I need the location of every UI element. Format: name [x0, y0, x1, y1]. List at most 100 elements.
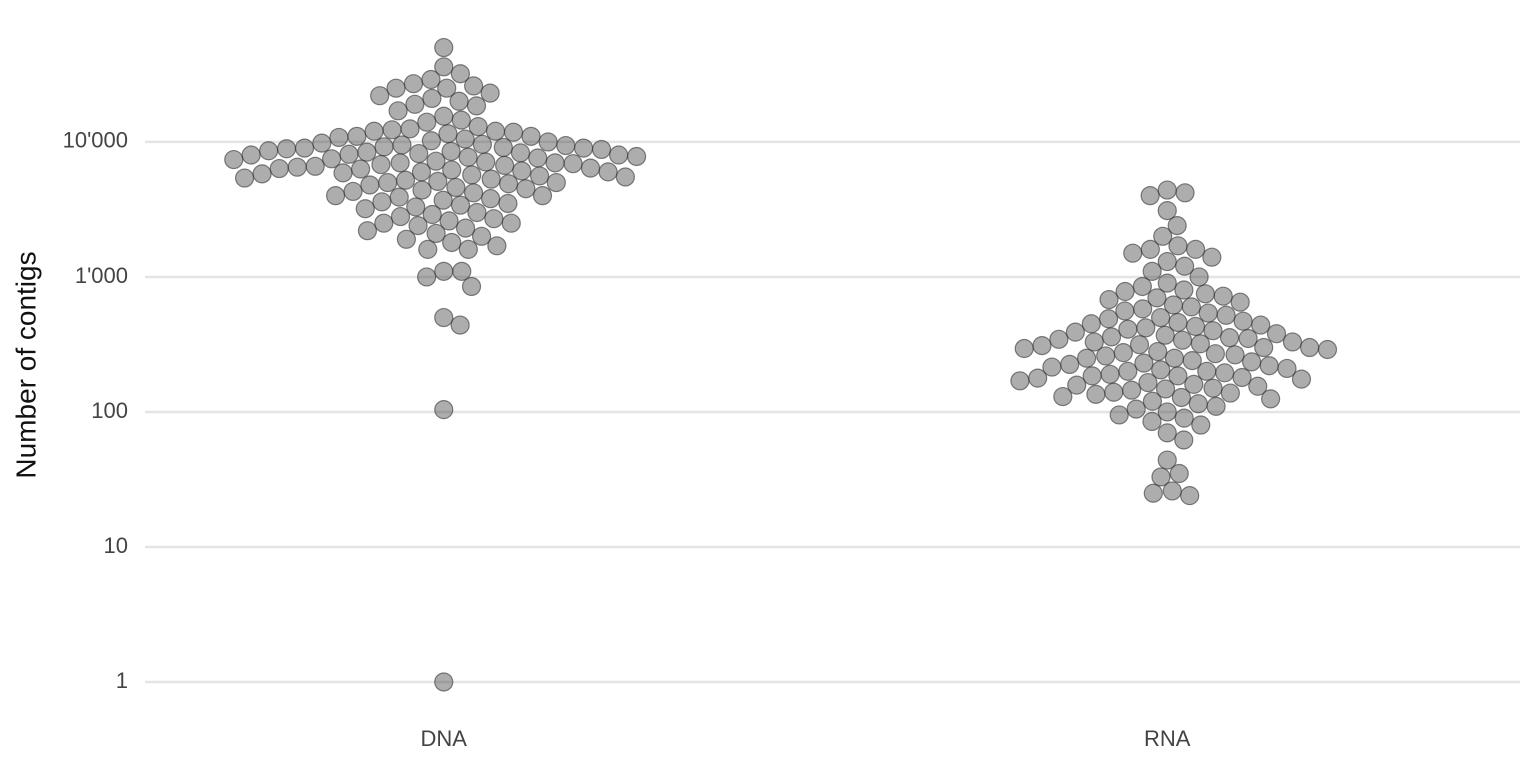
- point: [1109, 405, 1129, 425]
- point: [1242, 352, 1262, 372]
- point: [480, 83, 500, 103]
- point: [609, 145, 629, 165]
- point: [1219, 328, 1240, 348]
- point: [409, 143, 429, 164]
- point: [396, 229, 416, 249]
- point: [224, 149, 244, 170]
- point: [516, 179, 536, 199]
- point: [1172, 330, 1193, 350]
- point: [364, 121, 384, 141]
- point: [1123, 243, 1143, 263]
- point: [1151, 307, 1171, 328]
- point: [1148, 341, 1168, 362]
- point: [339, 144, 359, 164]
- point: [252, 164, 272, 184]
- point: [1195, 284, 1215, 304]
- point: [241, 145, 261, 165]
- y-axis-title: Number of contigs: [10, 251, 41, 478]
- point: [428, 171, 448, 192]
- point: [1076, 348, 1097, 368]
- point: [1032, 336, 1052, 356]
- point: [1205, 344, 1225, 364]
- point: [1171, 387, 1192, 408]
- point: [1213, 286, 1233, 306]
- point: [370, 86, 390, 106]
- point: [580, 158, 601, 178]
- point: [418, 239, 438, 259]
- point: [1010, 371, 1030, 391]
- x-tick-label: RNA: [1144, 726, 1191, 751]
- point: [1174, 408, 1194, 428]
- point: [1118, 319, 1138, 339]
- point: [1142, 261, 1162, 281]
- point: [1086, 384, 1106, 404]
- point: [433, 190, 453, 210]
- point: [495, 155, 515, 176]
- point: [234, 168, 255, 188]
- point: [442, 232, 462, 253]
- point: [591, 139, 612, 160]
- point: [1126, 399, 1146, 419]
- point: [1115, 301, 1135, 321]
- point: [1118, 361, 1138, 381]
- point: [412, 180, 432, 200]
- point: [1251, 315, 1271, 335]
- point: [1113, 343, 1133, 363]
- point: [378, 172, 398, 193]
- point: [1248, 376, 1268, 396]
- point: [461, 276, 482, 297]
- point: [1142, 391, 1163, 411]
- point: [532, 186, 553, 206]
- point: [1157, 273, 1177, 293]
- point: [389, 187, 409, 207]
- point: [462, 165, 482, 185]
- point: [360, 175, 380, 195]
- point: [386, 78, 406, 98]
- point: [464, 76, 484, 96]
- point: [1014, 338, 1034, 359]
- point: [1115, 281, 1135, 302]
- point: [372, 192, 392, 212]
- point: [1203, 321, 1223, 341]
- point: [503, 122, 524, 142]
- point: [1277, 358, 1297, 379]
- point: [434, 37, 454, 58]
- point: [449, 91, 469, 111]
- point: [1101, 327, 1122, 347]
- point: [395, 170, 416, 190]
- point: [1157, 200, 1177, 221]
- point: [484, 209, 504, 229]
- point: [472, 134, 492, 154]
- point: [1162, 481, 1182, 501]
- point: [466, 96, 487, 116]
- point: [1142, 411, 1162, 432]
- point: [417, 112, 437, 132]
- point: [1300, 337, 1320, 358]
- point: [463, 183, 484, 203]
- point: [357, 221, 378, 241]
- point: [408, 216, 428, 236]
- point: [343, 181, 363, 202]
- y-tick-label: 10'000: [63, 128, 128, 153]
- point: [329, 127, 349, 148]
- point: [1168, 366, 1188, 386]
- point: [1157, 450, 1177, 470]
- point: [357, 142, 377, 162]
- point: [434, 261, 454, 281]
- point: [374, 137, 394, 157]
- point: [1230, 292, 1250, 312]
- point: [451, 110, 471, 130]
- point: [355, 199, 375, 219]
- point: [1098, 309, 1119, 329]
- point: [417, 267, 437, 287]
- point: [1143, 483, 1163, 503]
- y-tick-label: 1'000: [75, 263, 128, 288]
- point: [510, 143, 531, 163]
- point: [458, 147, 478, 167]
- point: [333, 163, 353, 183]
- point: [1225, 345, 1245, 365]
- point: [1104, 382, 1124, 402]
- point: [1138, 372, 1158, 393]
- point: [615, 167, 635, 187]
